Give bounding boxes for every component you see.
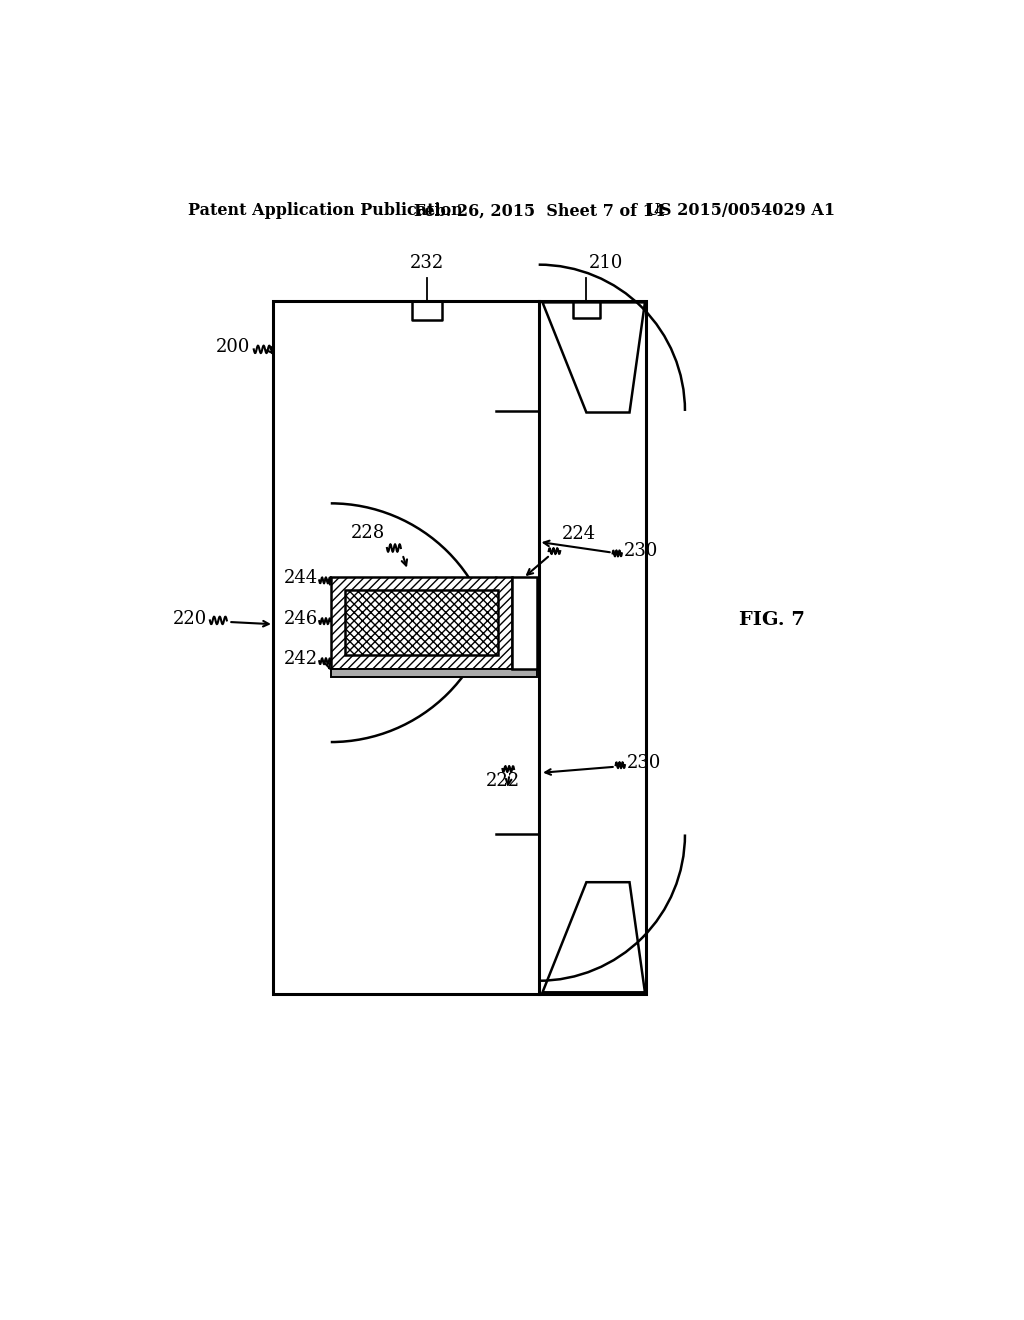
Text: 220: 220: [173, 610, 208, 628]
Text: 246: 246: [284, 610, 317, 628]
Text: US 2015/0054029 A1: US 2015/0054029 A1: [646, 202, 836, 219]
Text: 212: 212: [583, 334, 617, 352]
Text: 230: 230: [628, 754, 662, 772]
Polygon shape: [543, 302, 645, 412]
Text: 242: 242: [284, 649, 317, 668]
Text: 210: 210: [589, 255, 623, 272]
Bar: [273, 301, 646, 994]
Text: 244: 244: [284, 569, 317, 587]
Text: 224: 224: [562, 525, 596, 544]
Bar: [512, 577, 538, 669]
Text: 232: 232: [410, 255, 444, 272]
Text: 222: 222: [485, 772, 519, 791]
Polygon shape: [543, 882, 645, 993]
Text: Patent Application Publication: Patent Application Publication: [188, 202, 463, 219]
Text: Feb. 26, 2015  Sheet 7 of 14: Feb. 26, 2015 Sheet 7 of 14: [414, 202, 665, 219]
Bar: [331, 577, 512, 669]
Text: 212: 212: [575, 939, 609, 957]
Bar: [345, 590, 498, 655]
Text: 228: 228: [350, 524, 385, 543]
Text: 230: 230: [624, 543, 657, 560]
Text: 200: 200: [215, 338, 250, 356]
Bar: [331, 669, 538, 677]
Text: FIG. 7: FIG. 7: [739, 611, 805, 630]
